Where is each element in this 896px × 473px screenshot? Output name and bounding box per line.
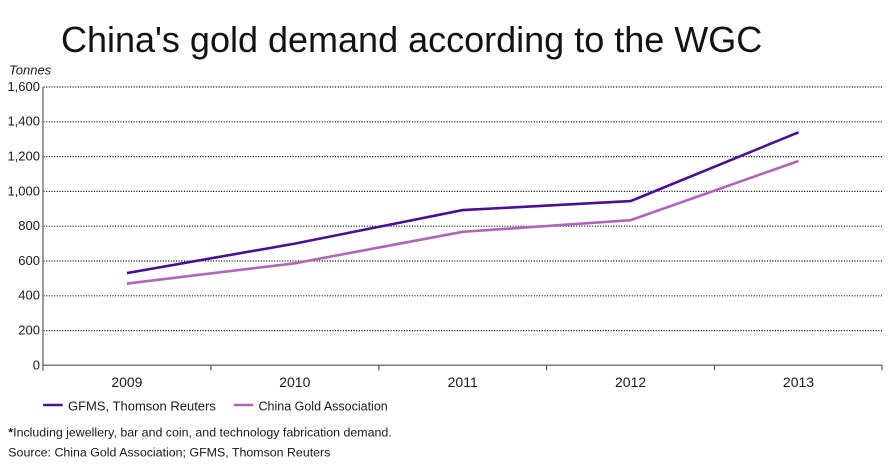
svg-text:GFMS, Thomson Reuters: GFMS, Thomson Reuters xyxy=(68,398,216,413)
svg-text:1,400: 1,400 xyxy=(7,114,40,129)
svg-text:0: 0 xyxy=(33,357,40,372)
svg-text:2013: 2013 xyxy=(783,374,814,390)
svg-text:Tonnes: Tonnes xyxy=(9,63,52,78)
svg-text:China Gold Association: China Gold Association xyxy=(259,399,388,413)
svg-text:800: 800 xyxy=(18,218,40,233)
svg-text:2010: 2010 xyxy=(279,374,310,390)
svg-text:2012: 2012 xyxy=(615,374,646,390)
svg-text:600: 600 xyxy=(18,253,40,268)
svg-text:Source: China Gold Association: Source: China Gold Association; GFMS, Th… xyxy=(8,445,330,459)
svg-text:2011: 2011 xyxy=(448,374,478,390)
svg-text:1,200: 1,200 xyxy=(7,149,40,164)
svg-text:*Including jewellery, bar and: *Including jewellery, bar and coin, and … xyxy=(8,425,391,439)
svg-text:1,000: 1,000 xyxy=(7,183,40,198)
svg-text:China's gold demand according: China's gold demand according to the WGC xyxy=(61,19,762,60)
svg-text:400: 400 xyxy=(18,288,40,303)
svg-text:1,600: 1,600 xyxy=(7,79,40,94)
svg-text:200: 200 xyxy=(18,323,40,338)
svg-text:2009: 2009 xyxy=(111,374,142,390)
